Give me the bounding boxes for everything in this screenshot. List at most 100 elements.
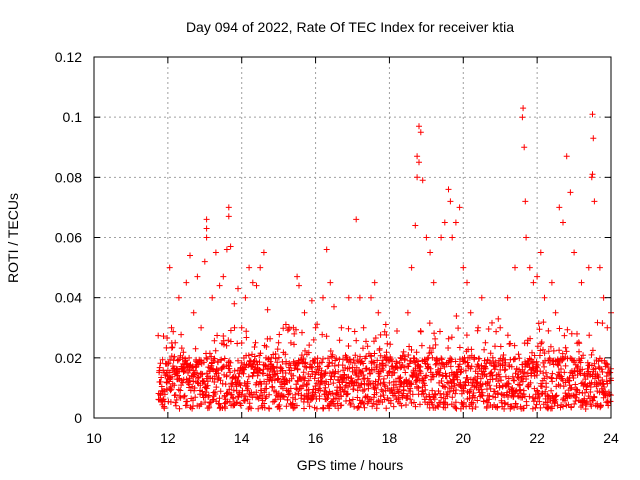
data-point (556, 369, 562, 376)
data-point (256, 366, 263, 373)
data-point (523, 376, 530, 382)
data-point (548, 387, 555, 394)
data-point (168, 324, 175, 331)
data-point (533, 401, 540, 408)
data-point (391, 390, 398, 397)
data-point (272, 396, 279, 403)
data-point (224, 390, 231, 397)
data-point (328, 373, 335, 379)
data-point (313, 405, 320, 412)
data-point (316, 393, 323, 400)
data-point (305, 349, 312, 356)
data-point (220, 273, 227, 280)
data-point (293, 381, 300, 388)
data-point (187, 252, 193, 259)
data-point (368, 353, 375, 360)
data-point (302, 359, 309, 366)
data-point (531, 352, 538, 359)
data-point (568, 384, 575, 391)
data-point (325, 355, 331, 362)
data-point (483, 403, 490, 410)
data-point (375, 397, 382, 404)
data-point (203, 225, 210, 232)
data-point (435, 403, 442, 410)
data-point (447, 355, 454, 362)
data-point (445, 335, 452, 342)
data-point (544, 373, 551, 380)
data-point (460, 387, 467, 394)
data-point (227, 369, 234, 376)
data-point (216, 401, 223, 407)
data-point (541, 350, 548, 357)
data-point (444, 401, 451, 408)
data-point (578, 355, 585, 362)
data-point (252, 339, 259, 346)
x-tick-label: 16 (308, 430, 324, 446)
data-point (280, 325, 287, 332)
data-point (355, 404, 362, 411)
data-point (495, 378, 502, 385)
data-point (530, 398, 537, 405)
data-point (591, 360, 598, 367)
data-point (511, 356, 518, 363)
data-point (374, 381, 381, 388)
data-point (579, 366, 586, 373)
data-point (556, 204, 563, 211)
data-point (214, 332, 221, 339)
data-point (428, 349, 435, 356)
data-point (302, 375, 308, 382)
data-point (335, 368, 342, 375)
data-point (598, 366, 605, 373)
data-point (602, 388, 609, 395)
data-point (520, 387, 527, 394)
x-tick-label: 10 (86, 430, 102, 446)
data-point (431, 330, 438, 337)
data-point (282, 351, 289, 358)
data-point (448, 334, 455, 341)
data-point (353, 372, 359, 379)
data-point (276, 331, 283, 338)
data-point (492, 394, 499, 401)
data-point (475, 355, 482, 362)
data-point (414, 174, 421, 181)
data-point (510, 393, 517, 400)
data-point (575, 363, 581, 370)
data-point (238, 324, 245, 331)
data-point (243, 328, 250, 335)
data-point (186, 377, 193, 384)
data-point (470, 399, 477, 406)
data-point (360, 360, 367, 367)
data-point (486, 382, 493, 389)
data-point (181, 393, 187, 400)
data-point (226, 386, 233, 393)
data-point (389, 358, 396, 365)
data-point (581, 372, 588, 379)
data-point (173, 402, 179, 409)
data-point (263, 343, 270, 350)
data-point (438, 378, 445, 384)
data-point (589, 171, 596, 178)
y-tick-label: 0 (74, 410, 82, 426)
data-point (560, 383, 567, 390)
data-point (437, 365, 444, 372)
data-point (200, 359, 207, 366)
data-point (429, 387, 436, 394)
data-point (214, 358, 221, 365)
data-point (582, 389, 588, 396)
data-point (478, 386, 485, 393)
data-point (345, 343, 352, 349)
data-point (172, 392, 179, 398)
data-point (567, 189, 574, 196)
data-point (263, 385, 270, 392)
data-point (594, 371, 601, 378)
data-point (244, 396, 251, 403)
data-point (245, 385, 251, 392)
data-point (323, 396, 330, 403)
data-point (399, 362, 406, 368)
data-point (548, 279, 555, 286)
data-point (320, 294, 326, 301)
data-point (246, 400, 253, 407)
data-point (422, 386, 429, 393)
data-point (345, 325, 352, 332)
data-point (578, 279, 585, 286)
